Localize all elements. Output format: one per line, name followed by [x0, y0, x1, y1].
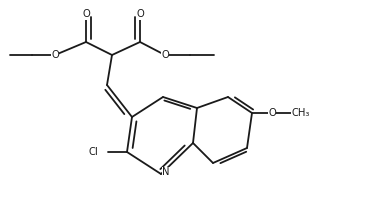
Text: Cl: Cl [88, 147, 98, 157]
Text: N: N [162, 167, 170, 177]
Text: O: O [82, 9, 90, 19]
Text: O: O [268, 108, 276, 118]
Text: O: O [136, 9, 144, 19]
Text: O: O [51, 50, 59, 60]
Text: CH₃: CH₃ [292, 108, 310, 118]
Text: O: O [161, 50, 169, 60]
